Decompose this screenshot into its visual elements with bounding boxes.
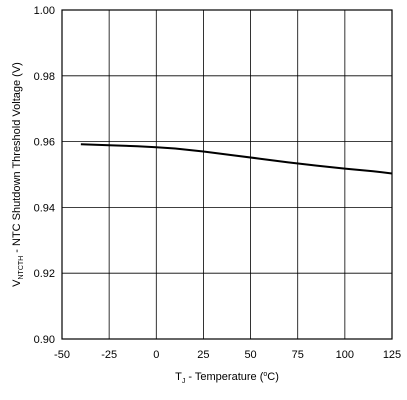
y-title-rest: - NTC Shutdown Threshold Voltage (V) xyxy=(11,62,23,256)
x-title-sup: o xyxy=(263,371,267,378)
y-title-sub: NTCTH xyxy=(18,256,25,280)
series-layer xyxy=(80,143,393,175)
y-title-main: V xyxy=(11,279,23,287)
x-tick-labels: -50 -25 0 25 50 75 100 125 xyxy=(54,349,401,361)
y-tick-label: 0.90 xyxy=(34,334,55,346)
x-tick-label: 125 xyxy=(383,349,401,361)
y-axis-title: VNTCTH - NTC Shutdown Threshold Voltage … xyxy=(11,62,25,287)
x-title-end: C) xyxy=(267,371,279,383)
y-tick-label: 0.94 xyxy=(34,202,55,214)
y-tick-label: 0.98 xyxy=(34,71,55,83)
x-tick-label: 0 xyxy=(153,349,159,361)
y-tick-label: 0.92 xyxy=(34,268,55,280)
x-tick-label: -50 xyxy=(54,349,70,361)
y-tick-label: 1.00 xyxy=(34,5,55,17)
x-title-rest: - Temperature ( xyxy=(185,371,263,383)
grid xyxy=(61,9,393,340)
x-title-main: T xyxy=(175,371,182,383)
y-tick-label: 0.96 xyxy=(34,137,55,149)
x-tick-label: -25 xyxy=(101,349,117,361)
x-tick-label: 100 xyxy=(336,349,354,361)
plot-frame xyxy=(61,9,393,340)
x-title-sub: J xyxy=(182,378,186,385)
x-tick-label: 50 xyxy=(244,349,256,361)
y-tick-labels: 0.90 0.92 0.94 0.96 0.98 1.00 xyxy=(34,5,55,346)
x-axis-title: TJ - Temperature (oC) xyxy=(175,371,279,385)
series-line xyxy=(80,143,393,175)
x-tick-label: 25 xyxy=(197,349,209,361)
x-tick-label: 75 xyxy=(292,349,304,361)
